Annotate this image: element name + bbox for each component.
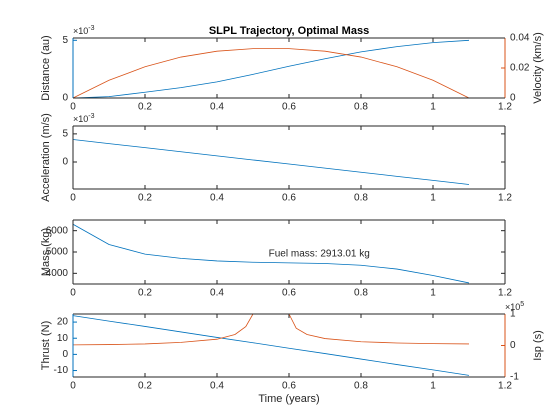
x-tick-label: 0.4 (210, 193, 224, 204)
x-tick-label: 0.2 (138, 102, 152, 113)
x-tick-label: 1 (430, 288, 436, 299)
series-line (72, 48, 470, 99)
x-tick-label: 0.2 (138, 288, 152, 299)
y-tick-label: 5000 (46, 247, 69, 258)
axes-background (73, 38, 505, 98)
x-tick-label: 0.6 (282, 193, 296, 204)
y-tick-label: 4000 (46, 268, 69, 279)
x-tick-label: 0.2 (138, 381, 152, 392)
y-axis-label: Mass (kg) (40, 228, 52, 276)
x-tick-label: 0.4 (210, 288, 224, 299)
x-tick-label: 0 (70, 102, 76, 113)
x-tick-label: 1 (430, 102, 436, 113)
axes-background (73, 126, 505, 189)
axes-background (73, 220, 505, 284)
y2-tick-label: 0 (510, 340, 516, 351)
x-tick-label: 0.4 (210, 381, 224, 392)
exponent-base: ×10 (73, 26, 88, 36)
x-tick-label: 1.2 (498, 381, 512, 392)
x-tick-label: 1.2 (498, 102, 512, 113)
y-tick-label: 10 (57, 333, 69, 344)
x-tick-label: 0 (70, 288, 76, 299)
y2-tick-label: 0.04 (510, 33, 530, 44)
y-tick-label: 20 (57, 317, 69, 328)
y-axis-label: Distance (au) (40, 35, 52, 100)
x-axis-label: Time (years) (258, 393, 319, 405)
y-tick-label: 5 (62, 35, 68, 46)
series-line (72, 223, 470, 284)
y2-axis-label: Isp (s) (532, 330, 544, 361)
axes-background (73, 314, 505, 377)
x-tick-label: 0.4 (210, 102, 224, 113)
x-tick-label: 0 (70, 381, 76, 392)
y2-tick-label: -1 (510, 372, 519, 383)
x-tick-label: 1.2 (498, 288, 512, 299)
x-tick-label: 0.6 (282, 288, 296, 299)
y2-tick-label: 0 (510, 93, 516, 104)
exponent-power: 5 (520, 301, 524, 308)
exponent-power: -3 (88, 25, 94, 32)
series-line (72, 315, 470, 376)
axis-exponent: ×10-3 (73, 113, 95, 125)
y-tick-label: 0 (62, 93, 68, 104)
x-tick-label: 0.6 (282, 381, 296, 392)
axis-exponent: ×10-3 (73, 25, 95, 37)
series-line (72, 39, 470, 99)
exponent-base: ×10 (73, 114, 88, 124)
x-tick-label: 0.8 (354, 288, 368, 299)
y2-tick-label: 1 (510, 309, 516, 320)
series-line (72, 313, 470, 346)
x-tick-label: 0 (70, 193, 76, 204)
x-tick-label: 1 (430, 193, 436, 204)
x-tick-label: 0.8 (354, 193, 368, 204)
x-tick-label: 0.2 (138, 193, 152, 204)
y-tick-label: -10 (54, 365, 69, 376)
chart-title: SLPL Trajectory, Optimal Mass (209, 25, 369, 37)
axis-exponent: ×105 (505, 301, 524, 313)
x-tick-label: 1.2 (498, 193, 512, 204)
y-axis-label: Thrust (N) (40, 321, 52, 371)
x-tick-label: 0.8 (354, 102, 368, 113)
y-axis-label: Acceleration (m/s) (40, 113, 52, 202)
y2-axis-label: Velocity (km/s) (532, 32, 544, 104)
x-tick-label: 0.8 (354, 381, 368, 392)
y-tick-label: 5 (62, 129, 68, 140)
exponent-base: ×10 (505, 302, 520, 312)
y-tick-label: 0 (62, 157, 68, 168)
x-tick-label: 0.6 (282, 102, 296, 113)
y-tick-label: 6000 (46, 225, 69, 236)
annotation: Fuel mass: 2913.01 kg (269, 249, 370, 260)
exponent-power: -3 (88, 113, 94, 120)
x-tick-label: 1 (430, 381, 436, 392)
y2-tick-label: 0.02 (510, 63, 530, 74)
series-line (72, 139, 470, 185)
y-tick-label: 0 (62, 349, 68, 360)
